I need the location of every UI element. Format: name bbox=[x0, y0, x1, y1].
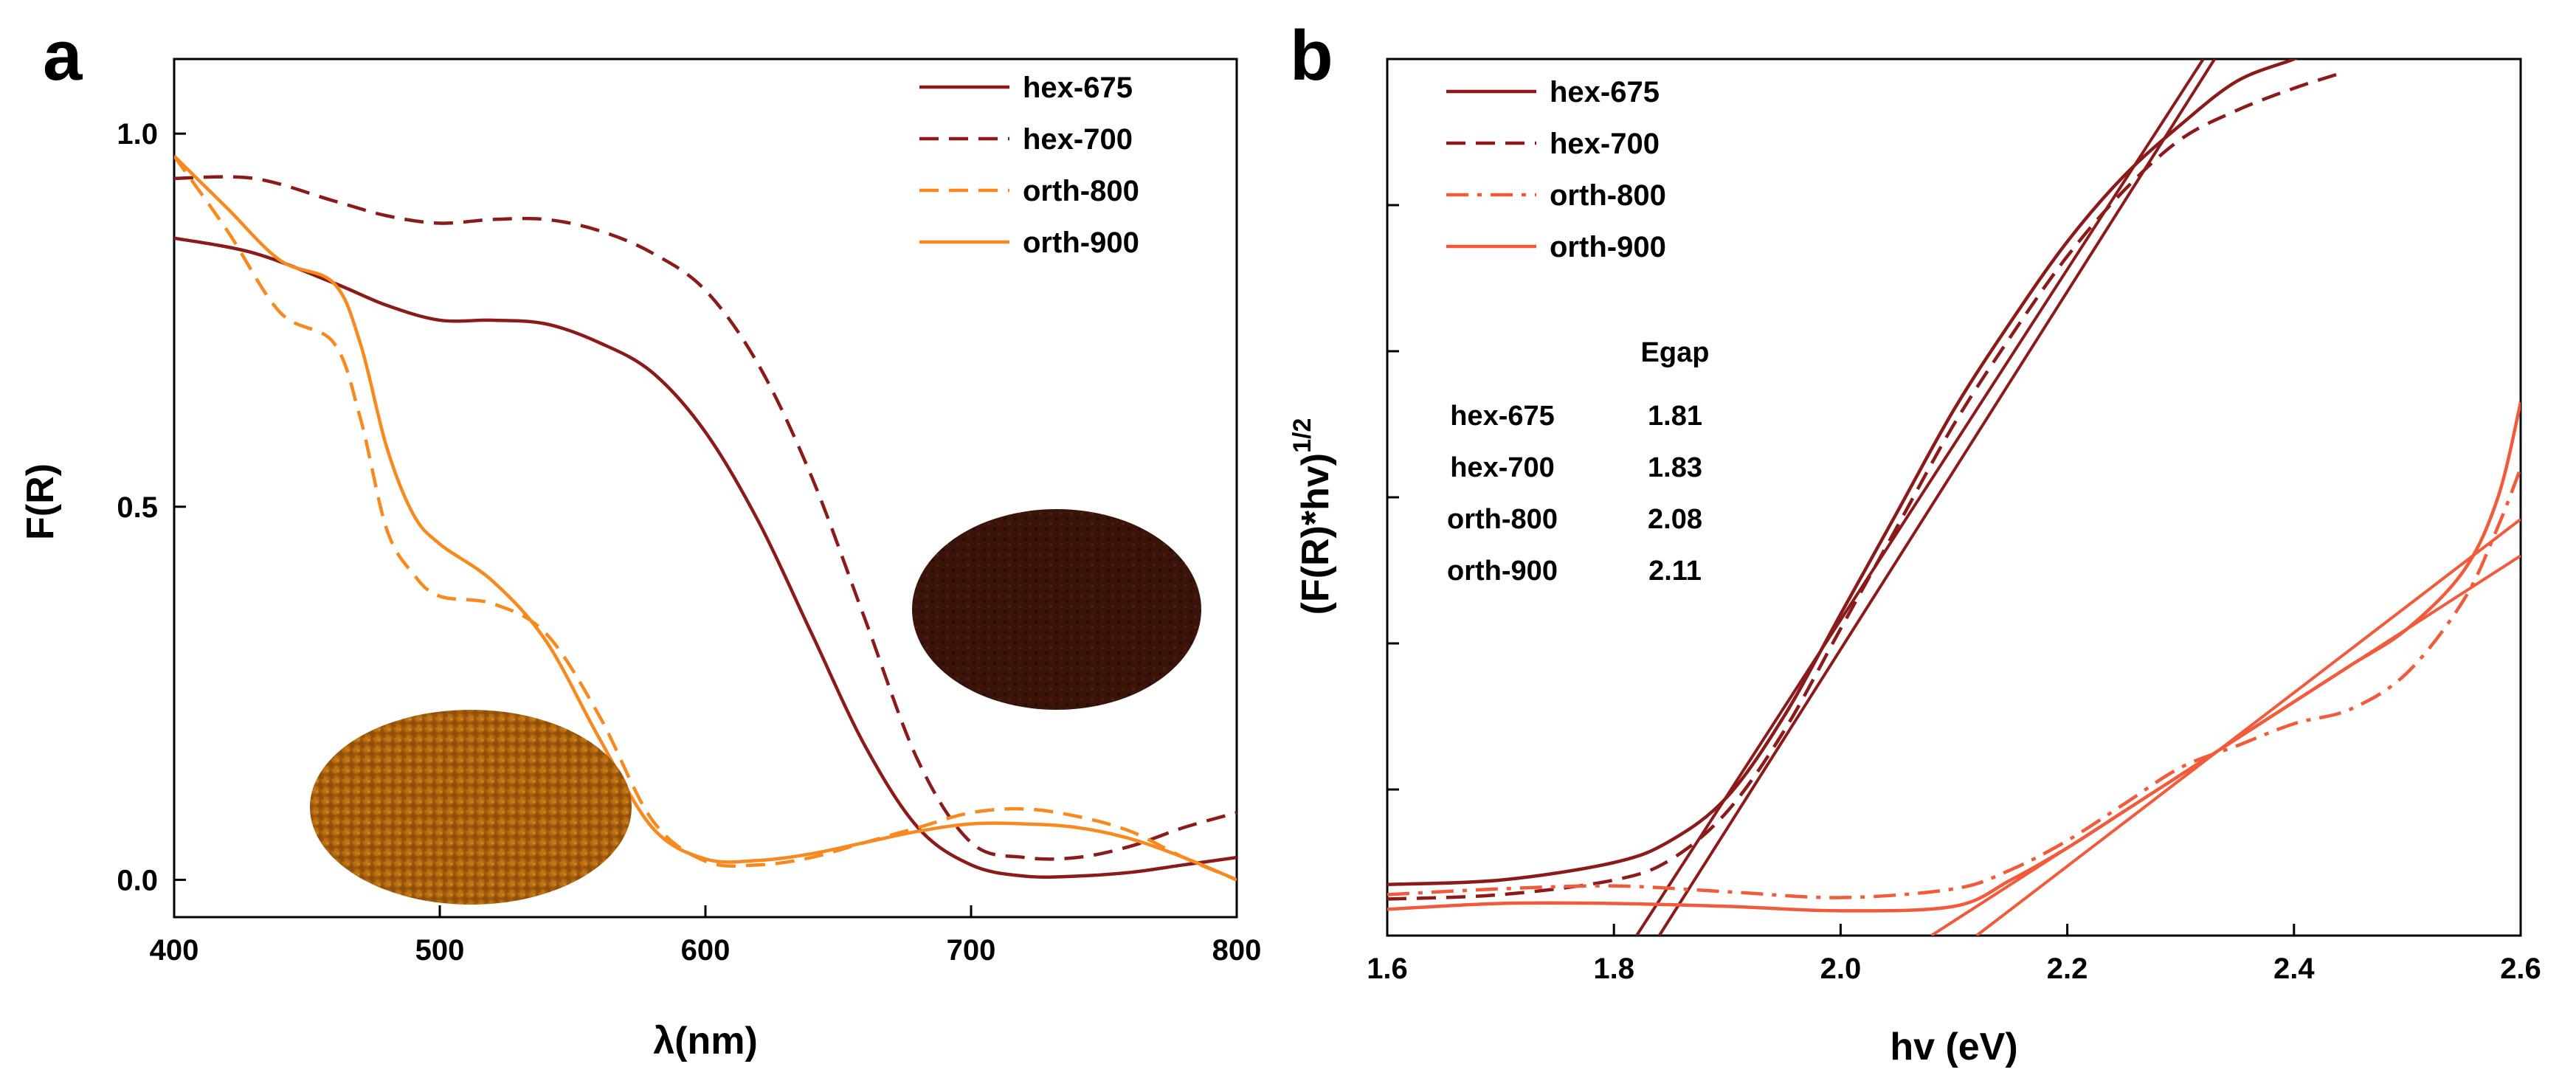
panel-b-x-tick-label: 2.4 bbox=[2273, 953, 2315, 985]
panel-a-x-tick-label: 800 bbox=[1212, 934, 1262, 967]
egap-value-3: 2.08 bbox=[1648, 504, 1702, 535]
panel-b: b 1.6 1.8 2.0 2.2 2.4 2.6 hex-675 hex-700 orth-… bbox=[1288, 16, 2541, 1068]
panel-b-legend: hex-675 hex-700 orth-800 orth-900 bbox=[1446, 76, 1666, 263]
panel-b-y-axis-label-main: (F(R)*hv) bbox=[1294, 453, 1337, 615]
panel-a-x-tick-label: 600 bbox=[681, 934, 731, 967]
panel-b-series bbox=[1387, 59, 2521, 936]
panel-a-legend-label: orth-900 bbox=[1023, 227, 1139, 259]
panel-b-y-axis-label: (F(R)*hv)1/2 bbox=[1288, 418, 1337, 615]
panel-b-x-tick-label: 2.6 bbox=[2500, 953, 2541, 985]
panel-b-x-tick-label: 1.8 bbox=[1593, 953, 1634, 985]
panel-a-x-axis-label: λ(nm) bbox=[653, 1020, 758, 1062]
egap-table: Egap hex-675 1.81 hex-700 1.83 orth-800 … bbox=[1447, 337, 1709, 587]
egap-sample-4: orth-900 bbox=[1447, 556, 1558, 587]
panel-b-x-tick-label: 2.2 bbox=[2047, 953, 2088, 985]
panel-a-letter: a bbox=[43, 16, 83, 95]
egap-value-2: 1.83 bbox=[1648, 452, 1702, 483]
panel-a-x-tick-label: 500 bbox=[415, 934, 465, 967]
panel-b-legend-label: orth-900 bbox=[1550, 231, 1666, 263]
egap-value-4: 2.11 bbox=[1648, 556, 1702, 587]
egap-value-1: 1.81 bbox=[1648, 401, 1702, 432]
panel-b-series-hex-675 bbox=[1387, 59, 2299, 886]
panel-b-letter: b bbox=[1290, 16, 1333, 95]
panel-a-ticks: 400 500 600 700 800 0.0 0.5 1.0 bbox=[117, 118, 1261, 967]
panel-b-x-tick-label: 2.0 bbox=[1820, 953, 1862, 985]
panel-a-y-tick-label: 1.0 bbox=[117, 118, 158, 151]
panel-a-series-hex-675 bbox=[174, 236, 1237, 879]
panel-b-series-orth-800 bbox=[1387, 467, 2521, 899]
egap-sample-3: orth-800 bbox=[1447, 504, 1558, 535]
panel-a-y-tick-label: 0.5 bbox=[117, 491, 158, 524]
panel-b-ticks: 1.6 1.8 2.0 2.2 2.4 2.6 bbox=[1367, 204, 2541, 985]
panel-a-series-hex-700 bbox=[174, 175, 1237, 861]
panel-b-x-axis-label: hv (eV) bbox=[1890, 1026, 2017, 1068]
panel-a-x-tick-label: 700 bbox=[947, 934, 996, 967]
panel-b-legend-label: hex-700 bbox=[1550, 128, 1660, 160]
panel-a-legend-label: hex-700 bbox=[1023, 123, 1133, 156]
hex-powder-photo bbox=[912, 509, 1201, 710]
panel-b-legend-label: orth-800 bbox=[1550, 179, 1666, 212]
egap-sample-2: hex-700 bbox=[1450, 452, 1555, 483]
panel-a-x-tick-label: 400 bbox=[150, 934, 199, 967]
panel-a-legend-label: orth-800 bbox=[1023, 175, 1139, 207]
panel-b-x-tick-label: 1.6 bbox=[1367, 953, 1408, 985]
panel-a-legend-label: hex-675 bbox=[1023, 72, 1133, 104]
panel-a-series-orth-800 bbox=[174, 155, 1237, 882]
orth-powder-photo bbox=[310, 710, 632, 905]
panel-b-series-orth-900 bbox=[1387, 401, 2521, 913]
panel-a-legend: hex-675 hex-700 orth-800 orth-900 bbox=[919, 72, 1139, 259]
egap-sample-1: hex-675 bbox=[1450, 401, 1555, 432]
panel-b-series-hex-700 bbox=[1387, 72, 2340, 901]
panel-a: a 400 500 600 700 800 0.0 0.5 1.0 hex-675 hex-70… bbox=[19, 16, 1261, 1062]
panel-b-fit-line bbox=[1975, 518, 2521, 936]
egap-header: Egap bbox=[1641, 337, 1710, 368]
panel-b-fit-line bbox=[1657, 59, 2216, 936]
panel-b-legend-label: hex-675 bbox=[1550, 76, 1660, 108]
panel-b-plot-area bbox=[1387, 59, 2521, 936]
panel-a-y-tick-label: 0.0 bbox=[117, 864, 158, 896]
panel-a-y-axis-label: F(R) bbox=[19, 463, 62, 540]
panel-b-y-axis-label-superscript: 1/2 bbox=[1288, 418, 1316, 453]
